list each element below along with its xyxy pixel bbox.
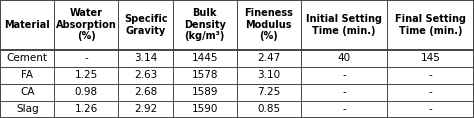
Bar	[118, 0, 173, 50]
Bar	[173, 50, 237, 67]
Text: 145: 145	[421, 53, 441, 63]
Bar	[301, 84, 387, 101]
Bar	[387, 84, 474, 101]
Bar	[237, 84, 301, 101]
Text: 0.98: 0.98	[75, 87, 98, 97]
Bar	[237, 67, 301, 84]
Text: Water
Absorption
(%): Water Absorption (%)	[56, 8, 117, 41]
Bar	[118, 50, 173, 67]
Text: -: -	[429, 70, 433, 80]
Bar	[173, 67, 237, 84]
Text: Slag: Slag	[16, 104, 38, 114]
Text: 1578: 1578	[191, 70, 218, 80]
Bar	[173, 101, 237, 118]
Text: 1589: 1589	[191, 87, 218, 97]
Bar	[118, 84, 173, 101]
Text: Final Setting
Time (min.): Final Setting Time (min.)	[395, 14, 466, 36]
Bar	[55, 67, 118, 84]
Bar	[173, 84, 237, 101]
Bar	[55, 84, 118, 101]
Text: 7.25: 7.25	[257, 87, 280, 97]
Bar	[0, 101, 55, 118]
Text: Fineness
Modulus
(%): Fineness Modulus (%)	[244, 8, 293, 41]
Bar	[301, 67, 387, 84]
Text: 1445: 1445	[191, 53, 218, 63]
Text: -: -	[84, 53, 88, 63]
Bar	[0, 84, 55, 101]
Bar	[55, 0, 118, 50]
Text: 1590: 1590	[191, 104, 218, 114]
Bar	[301, 50, 387, 67]
Text: Bulk
Density
(kg/m³): Bulk Density (kg/m³)	[184, 8, 226, 41]
Bar	[118, 67, 173, 84]
Text: 3.10: 3.10	[257, 70, 280, 80]
Bar	[237, 50, 301, 67]
Text: Specific
Gravity: Specific Gravity	[124, 14, 167, 36]
Bar	[0, 67, 55, 84]
Text: 1.25: 1.25	[75, 70, 98, 80]
Text: Initial Setting
Time (min.): Initial Setting Time (min.)	[306, 14, 382, 36]
Bar	[387, 67, 474, 84]
Text: FA: FA	[21, 70, 33, 80]
Text: 2.47: 2.47	[257, 53, 280, 63]
Bar	[237, 101, 301, 118]
Bar	[0, 0, 55, 50]
Text: 2.92: 2.92	[134, 104, 157, 114]
Text: 2.68: 2.68	[134, 87, 157, 97]
Bar	[387, 0, 474, 50]
Bar	[55, 101, 118, 118]
Text: Cement: Cement	[7, 53, 48, 63]
Bar	[301, 101, 387, 118]
Bar	[118, 101, 173, 118]
Text: -: -	[429, 87, 433, 97]
Bar	[301, 0, 387, 50]
Text: 1.26: 1.26	[75, 104, 98, 114]
Text: -: -	[342, 87, 346, 97]
Text: 0.85: 0.85	[257, 104, 280, 114]
Bar	[55, 50, 118, 67]
Bar	[173, 0, 237, 50]
Bar	[0, 50, 55, 67]
Bar	[237, 0, 301, 50]
Text: CA: CA	[20, 87, 35, 97]
Text: 40: 40	[337, 53, 351, 63]
Bar	[387, 101, 474, 118]
Text: -: -	[429, 104, 433, 114]
Text: -: -	[342, 104, 346, 114]
Text: Material: Material	[4, 20, 50, 30]
Text: -: -	[342, 70, 346, 80]
Bar	[387, 50, 474, 67]
Text: 3.14: 3.14	[134, 53, 157, 63]
Text: 2.63: 2.63	[134, 70, 157, 80]
